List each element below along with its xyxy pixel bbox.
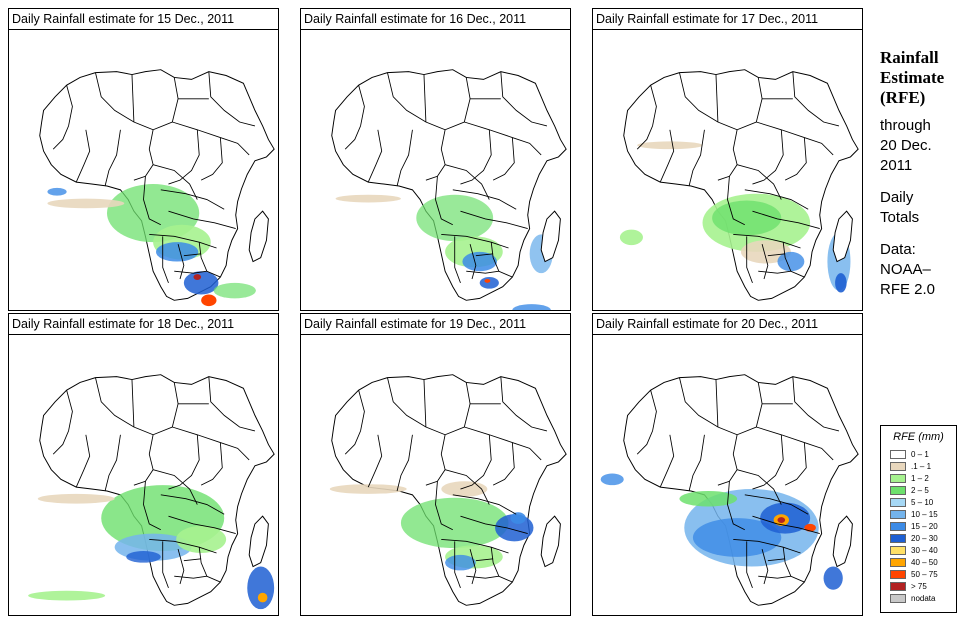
heading-line-1: Rainfall xyxy=(880,48,939,67)
side-info: Rainfall Estimate (RFE) through 20 Dec. … xyxy=(880,48,965,300)
panel-title: Daily Rainfall estimate for 18 Dec., 201… xyxy=(9,314,278,335)
through-label: through xyxy=(880,117,931,134)
panel-title: Daily Rainfall estimate for 20 Dec., 201… xyxy=(593,314,862,335)
legend-label: 30 – 40 xyxy=(911,546,938,555)
panel-title: Daily Rainfall estimate for 17 Dec., 201… xyxy=(593,9,862,30)
legend-swatch xyxy=(890,582,906,591)
date-line-1: 20 Dec. xyxy=(880,137,932,154)
map-panel-4: Daily Rainfall estimate for 18 Dec., 201… xyxy=(8,313,279,616)
rainfall-map xyxy=(600,374,859,606)
legend-label: 10 – 15 xyxy=(911,510,938,519)
legend-label: 0 – 1 xyxy=(911,450,929,459)
source-line-1: NOAA– xyxy=(880,261,931,278)
totals-line-2: Totals xyxy=(880,209,920,226)
legend-label: 5 – 10 xyxy=(911,498,934,507)
legend-swatch xyxy=(890,486,906,495)
rainfall-map xyxy=(331,69,567,310)
legend-label: > 75 xyxy=(911,582,927,591)
map-panel-2: Daily Rainfall estimate for 16 Dec., 201… xyxy=(300,8,571,311)
legend-swatch xyxy=(890,474,906,483)
legend-swatch xyxy=(890,534,906,543)
legend-label: 20 – 30 xyxy=(911,534,938,543)
legend-label: nodata xyxy=(911,594,936,603)
map-panel-1: Daily Rainfall estimate for 15 Dec., 201… xyxy=(8,8,279,311)
legend-swatch xyxy=(890,498,906,507)
legend-swatch xyxy=(890,570,906,579)
rainfall-map xyxy=(329,374,567,606)
legend-label: 1 – 2 xyxy=(911,474,929,483)
totals-line-1: Daily xyxy=(880,189,914,206)
heading-line-2: Estimate xyxy=(880,68,945,87)
panel-title: Daily Rainfall estimate for 15 Dec., 201… xyxy=(9,9,278,30)
panel-title: Daily Rainfall estimate for 19 Dec., 201… xyxy=(301,314,570,335)
map-panel-6: Daily Rainfall estimate for 20 Dec., 201… xyxy=(592,313,863,616)
legend-label: 50 – 75 xyxy=(911,570,938,579)
legend-swatch xyxy=(890,450,906,459)
legend-swatch xyxy=(890,462,906,471)
map-panel-3: Daily Rainfall estimate for 17 Dec., 201… xyxy=(592,8,863,311)
map-panel-5: Daily Rainfall estimate for 19 Dec., 201… xyxy=(300,313,571,616)
legend-swatch xyxy=(890,546,906,555)
legend-swatch xyxy=(890,558,906,567)
rainfall-map xyxy=(619,69,859,301)
rainfall-map xyxy=(39,69,275,307)
date-line-2: 2011 xyxy=(880,157,913,174)
source-line-2: RFE 2.0 xyxy=(880,281,936,298)
legend-swatch xyxy=(890,522,906,531)
legend-label: 40 – 50 xyxy=(911,558,938,567)
legend-label: 15 – 20 xyxy=(911,522,938,531)
legend-swatch xyxy=(890,594,906,603)
legend: RFE (mm) 0 – 1 .1 – 1 1 – 2 2 – 5 5 – 10 10 –… xyxy=(880,425,957,613)
legend-swatch xyxy=(890,510,906,519)
panel-title: Daily Rainfall estimate for 16 Dec., 201… xyxy=(301,9,570,30)
data-label: Data: xyxy=(880,241,916,258)
legend-label: 2 – 5 xyxy=(911,486,929,495)
heading-line-3: (RFE) xyxy=(880,88,926,107)
rainfall-map xyxy=(28,374,275,610)
legend-title: RFE (mm) xyxy=(893,431,944,443)
legend-label: .1 – 1 xyxy=(911,462,932,471)
